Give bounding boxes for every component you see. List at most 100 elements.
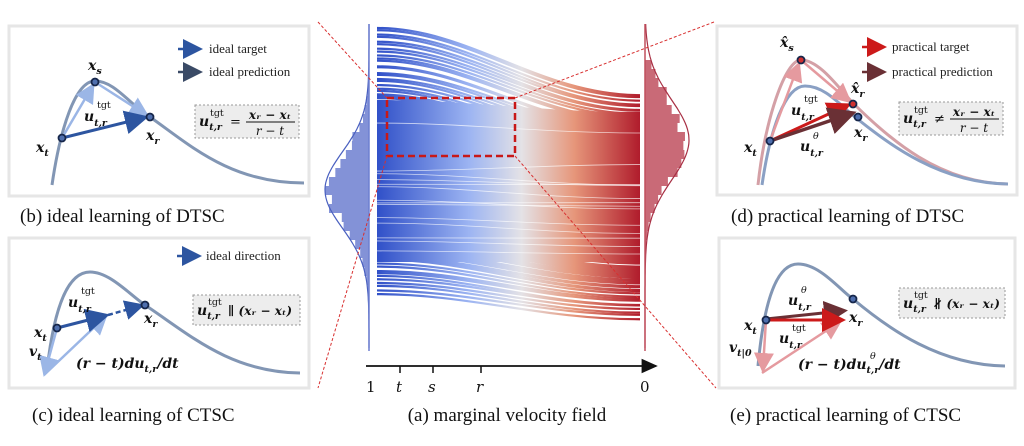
trajectory-gap — [376, 217, 641, 226]
histogram-bar — [360, 249, 369, 258]
trajectory-line — [376, 83, 641, 144]
trajectory-line — [376, 35, 641, 106]
point-xr — [140, 300, 150, 310]
histogram-bar — [645, 78, 659, 87]
arrow-xs-hat-to-xr-hat — [800, 59, 852, 104]
formula-box: ut,r tgt = xᵣ − xₜ r − t — [194, 104, 300, 139]
histogram-bar — [328, 177, 369, 186]
label-xt: xt — [743, 318, 757, 337]
trajectory-line — [376, 187, 641, 234]
tick-label-0: 0 — [640, 378, 650, 396]
svg-text:tgt: tgt — [914, 290, 928, 301]
arrow-v-t0 — [753, 319, 774, 373]
trajectory-line — [376, 77, 641, 138]
trajectory-line — [376, 133, 641, 188]
histogram-bar — [645, 150, 685, 159]
label-u-theta-sup: θ — [813, 131, 819, 142]
label-u-tgt-sup: tgt — [804, 94, 818, 105]
trajectory-curve — [45, 270, 301, 375]
svg-text:∦ (xᵣ − xₜ): ∦ (xᵣ − xₜ) — [933, 297, 1000, 311]
trajectory-gap — [376, 203, 641, 207]
label-xr: xr — [143, 311, 158, 330]
trajectory-line — [376, 59, 641, 123]
trajectory-line — [376, 255, 641, 289]
trajectory-line — [376, 281, 641, 311]
trajectory-line — [376, 181, 641, 227]
histogram-bar — [645, 195, 659, 204]
trajectory-line — [376, 249, 641, 282]
trajectory-line — [376, 57, 641, 122]
histogram-bar — [645, 123, 678, 132]
trajectory-line — [376, 33, 641, 102]
histogram-bar — [645, 96, 667, 105]
point-xt — [52, 323, 62, 333]
histogram-bar — [645, 114, 680, 123]
arrow-u-tgt — [61, 110, 149, 140]
label-u-theta: ut,r — [788, 293, 812, 313]
histogram-bar — [329, 204, 369, 213]
label-u-tgt: ut,r — [779, 331, 803, 351]
trajectory-line — [376, 257, 641, 293]
trajectory-line — [376, 107, 641, 165]
caption-c: (c) ideal learning of CTSC — [32, 405, 235, 426]
label-xt: xt — [743, 140, 757, 159]
tick-label-s: s — [428, 378, 436, 396]
trajectory-line — [376, 272, 641, 302]
histogram-bar — [331, 195, 369, 204]
panel-e-practical-ctsc: ut,r θ xt xr ut,r tgt vt|0 (r − t)dut,r/… — [717, 236, 1017, 426]
trajectory-line — [376, 47, 641, 112]
label-u-theta-sup: θ — [801, 285, 807, 296]
trajectory-line — [376, 117, 641, 172]
histogram-bar — [645, 231, 648, 240]
label-xr: xr — [853, 125, 868, 144]
label-u-tgt-sup: tgt — [792, 323, 806, 334]
arrow-u-tgt — [56, 308, 110, 333]
histogram-bar — [366, 276, 369, 285]
svg-text:ut,r: ut,r — [903, 111, 927, 130]
trajectory-line — [376, 269, 641, 300]
point-xt — [761, 315, 771, 325]
histogram-bar — [340, 159, 369, 168]
trajectory-line — [376, 237, 641, 274]
trajectory-gap — [376, 179, 641, 187]
practical-trajectory-curve — [756, 58, 1009, 186]
histogram-bar — [645, 60, 652, 69]
arrow-ideal-direction — [107, 300, 145, 320]
trajectory-line — [376, 66, 641, 130]
histogram-bar — [364, 267, 369, 276]
trajectory-line — [376, 140, 641, 192]
point-xr — [848, 294, 858, 304]
trajectory-line — [376, 124, 641, 179]
legend-practical-target: practical target — [892, 39, 970, 54]
histogram-bar — [355, 240, 369, 249]
histogram-bar — [645, 222, 649, 231]
left-histogram — [325, 87, 369, 294]
svg-text:xᵣ − xₜ: xᵣ − xₜ — [952, 105, 995, 119]
trajectory-gap — [376, 186, 641, 199]
trajectory-gap — [376, 164, 641, 172]
label-xt: xt — [33, 325, 47, 344]
svg-text:tgt: tgt — [914, 105, 928, 116]
trajectory-line — [376, 87, 641, 147]
trajectory-line — [376, 251, 641, 285]
formula-box: ut,r tgt ≠ xᵣ − xₜ r − t — [898, 101, 1004, 136]
trajectory-line — [376, 95, 641, 158]
panel-b-ideal-dtsc: xs xt xr ut,r tgt ideal target ideal pre… — [7, 24, 311, 227]
arrow-xt-to-xs-hat — [768, 61, 803, 142]
label-derivative: (r − t)dut,r/dt — [76, 356, 179, 375]
right-histogram — [645, 60, 685, 249]
trajectory-line — [376, 144, 641, 195]
trajectory-gap — [376, 199, 641, 210]
histogram-bar — [645, 168, 678, 177]
histogram-bar — [351, 141, 369, 150]
point-xt — [765, 136, 775, 146]
caption-a: (a) marginal velocity field — [408, 405, 607, 426]
trajectory-line — [376, 191, 641, 235]
zoom-region-box — [385, 96, 517, 158]
label-v-t0: vt|0 — [729, 340, 752, 359]
point-xr — [853, 112, 863, 122]
formula-box: ut,r tgt ∥ (xᵣ − xₜ) — [192, 294, 301, 326]
trajectory-gap — [376, 240, 641, 247]
tick-label-t: t — [396, 378, 403, 396]
